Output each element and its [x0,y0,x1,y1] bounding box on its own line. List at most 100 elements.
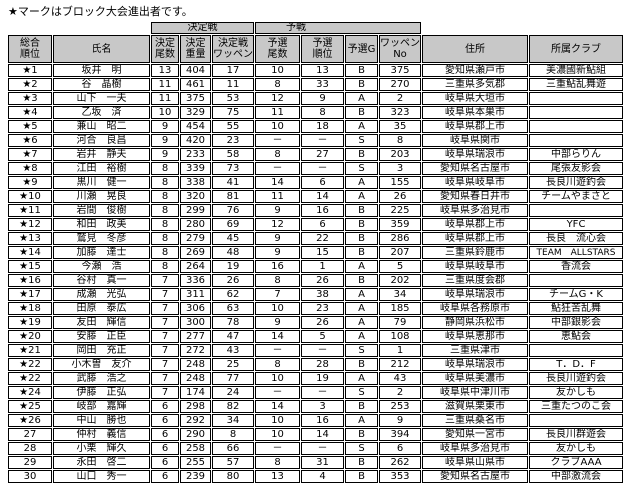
cell-club: YFC [529,218,623,231]
cell-rank: ★18 [8,302,52,315]
cell-address: 岐阜県郡上市 [422,232,528,245]
cell-final-count: 7 [151,288,179,301]
cell-prelim-rank: 31 [301,456,344,469]
cell-club: 中部激流会 [529,470,623,483]
cell-wappen-no: 34 [379,288,421,301]
cell-prelim-rank: 1 [301,260,344,273]
cell-rank: ★3 [8,92,52,105]
cell-address: 岐阜県瑞浪市 [422,148,528,161]
cell-prelim-group: A [345,372,378,385]
cell-prelim-count: 12 [255,92,300,105]
cell-club: 友かしも [529,442,623,455]
cell-final-count: 8 [151,162,179,175]
cell-club: 長良川遊釣会 [529,372,623,385]
cell-rank: ★2 [8,78,52,91]
cell-club: TEAM ALLSTARS [529,246,623,259]
table-row: 27 仲村 義信 6 290 8 10 14 B 394 愛知県一宮市 長良川群遊会 [8,428,623,441]
cell-rank: ★11 [8,204,52,217]
header-name: 氏名 [53,35,150,63]
cell-final-count: 11 [151,92,179,105]
cell-wappen-no: 375 [379,64,421,77]
cell-rank: 28 [8,442,52,455]
cell-wappen-no: 212 [379,358,421,371]
cell-final-weight: 233 [180,148,211,161]
cell-club [529,414,623,427]
cell-final-wappen: 19 [212,260,254,273]
cell-prelim-count: － [255,386,300,399]
cell-prelim-count: 10 [255,64,300,77]
cell-final-wappen: 55 [212,120,254,133]
cell-prelim-group: B [345,218,378,231]
cell-final-wappen: 48 [212,246,254,259]
cell-rank: ★24 [8,386,52,399]
cell-address: 岐阜県中津川市 [422,386,528,399]
cell-rank: ★21 [8,344,52,357]
table-row: ★2 谷 晶樹 11 461 11 8 33 B 270 三重県多気郡 三重鮎乱舞遊 [8,78,623,91]
table-row: ★11 岩間 俊樹 8 299 76 9 16 B 225 岐阜県多治見市 [8,204,623,217]
cell-prelim-group: A [345,120,378,133]
header-rank: 総合 順位 [8,35,52,63]
cell-name: 河合 良昌 [53,134,150,147]
cell-name: 乙坂 済 [53,106,150,119]
cell-wappen-no: 262 [379,456,421,469]
cell-address: 岐阜県各務原市 [422,302,528,315]
cell-wappen-no: 270 [379,78,421,91]
cell-final-count: 10 [151,106,179,119]
cell-prelim-rank: 16 [301,414,344,427]
cell-prelim-rank: 6 [301,176,344,189]
table-row: ★14 加藤 達士 8 269 48 9 15 B 207 三重県鈴鹿市 TEAM ALLSTARS [8,246,623,259]
results-table: 決定戦 予戦 総合 順位 氏名 決定 尾数 決定 重量 決定戦 ワッペン 予選 尾数 予選 … [7,21,624,484]
cell-prelim-group: S [345,344,378,357]
header-final-weight: 決定 重量 [180,35,211,63]
cell-final-count: 6 [151,456,179,469]
cell-final-wappen: 25 [212,358,254,371]
cell-wappen-no: 203 [379,148,421,161]
cell-wappen-no: 79 [379,316,421,329]
cell-prelim-group: S [345,162,378,175]
table-row: ★12 和田 政美 8 280 69 12 6 B 359 岐阜県郡上市 YFC [8,218,623,231]
cell-rank: ★4 [8,106,52,119]
cell-rank: ★15 [8,260,52,273]
cell-prelim-group: B [345,246,378,259]
cell-address: 三重県津市 [422,344,528,357]
cell-rank: ★7 [8,148,52,161]
cell-final-count: 9 [151,134,179,147]
cell-final-weight: 239 [180,470,211,483]
cell-name: 永田 啓二 [53,456,150,469]
cell-final-wappen: 34 [212,414,254,427]
cell-final-wappen: 47 [212,330,254,343]
cell-name: 武藤 浩之 [53,372,150,385]
cell-wappen-no: 26 [379,190,421,203]
cell-name: 仲村 義信 [53,428,150,441]
cell-final-count: 7 [151,386,179,399]
cell-club: 美濃國新鮎組 [529,64,623,77]
cell-wappen-no: 253 [379,400,421,413]
cell-final-count: 8 [151,246,179,259]
header-final-count: 決定 尾数 [151,35,179,63]
cell-rank: ★5 [8,120,52,133]
cell-prelim-count: 11 [255,106,300,119]
cell-prelim-group: B [345,358,378,371]
cell-prelim-rank: 26 [301,316,344,329]
cell-prelim-rank: 38 [301,288,344,301]
header-prelim-rank: 予選 順位 [301,35,344,63]
cell-club [529,274,623,287]
cell-rank: ★16 [8,274,52,287]
cell-final-count: 8 [151,204,179,217]
cell-prelim-group: B [345,428,378,441]
cell-prelim-rank: － [301,442,344,455]
cell-club: 長良川遊釣会 [529,176,623,189]
cell-prelim-group: B [345,78,378,91]
cell-wappen-no: 2 [379,386,421,399]
cell-name: 谷 晶樹 [53,78,150,91]
cell-prelim-group: B [345,148,378,161]
cell-address: 岐阜県岐阜市 [422,260,528,273]
cell-wappen-no: 2 [379,92,421,105]
cell-final-weight: 255 [180,456,211,469]
cell-prelim-group: A [345,316,378,329]
cell-final-wappen: 73 [212,162,254,175]
cell-prelim-group: B [345,400,378,413]
cell-prelim-count: 14 [255,330,300,343]
cell-prelim-count: 10 [255,428,300,441]
cell-address: 三重県度会郡 [422,274,528,287]
